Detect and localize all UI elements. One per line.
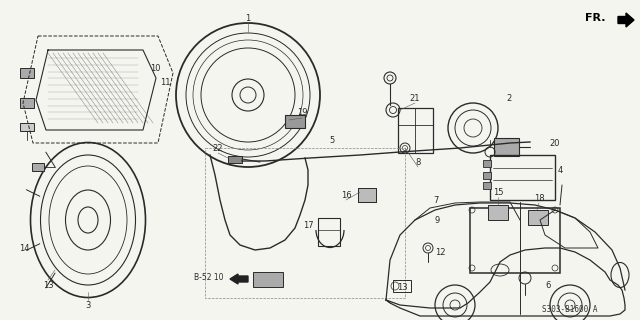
Text: 16: 16 — [340, 190, 351, 199]
FancyArrow shape — [618, 13, 634, 27]
Bar — [528, 210, 548, 225]
Bar — [20, 123, 34, 131]
Bar — [358, 188, 376, 202]
Text: 18: 18 — [534, 194, 544, 203]
FancyArrow shape — [230, 274, 248, 284]
Bar — [20, 68, 34, 78]
Text: 4: 4 — [557, 165, 563, 174]
Text: 15: 15 — [493, 188, 503, 196]
Text: 19: 19 — [297, 108, 307, 116]
Bar — [228, 156, 242, 163]
Bar — [398, 108, 433, 153]
Text: 22: 22 — [212, 143, 223, 153]
Text: 13: 13 — [397, 284, 407, 292]
Text: 7: 7 — [433, 196, 438, 204]
Bar — [494, 138, 519, 156]
Text: 5: 5 — [330, 135, 335, 145]
Text: 10: 10 — [150, 63, 160, 73]
Bar — [470, 208, 560, 273]
Text: 2: 2 — [506, 93, 511, 102]
Bar — [483, 182, 491, 189]
Bar — [318, 218, 340, 246]
Text: 8: 8 — [415, 157, 420, 166]
Text: 1: 1 — [245, 13, 251, 22]
Text: B-52 10: B-52 10 — [195, 274, 224, 283]
Text: 11: 11 — [160, 77, 170, 86]
Text: S303-B1600 A: S303-B1600 A — [542, 305, 598, 314]
Text: 3: 3 — [85, 300, 91, 309]
Bar — [358, 188, 376, 202]
Bar — [253, 272, 283, 287]
Bar — [205, 148, 405, 298]
Text: 20: 20 — [550, 139, 560, 148]
Text: 9: 9 — [435, 215, 440, 225]
Bar — [488, 205, 508, 220]
Text: 13: 13 — [43, 281, 53, 290]
Text: 6: 6 — [545, 282, 550, 291]
Text: 17: 17 — [303, 220, 314, 229]
Text: 21: 21 — [410, 93, 420, 102]
Text: FR.: FR. — [585, 13, 605, 23]
Text: 14: 14 — [19, 244, 29, 252]
Bar — [32, 163, 44, 171]
Bar — [483, 172, 491, 179]
Bar — [483, 160, 491, 167]
Bar — [393, 280, 411, 292]
Bar — [285, 115, 305, 128]
Bar — [20, 98, 34, 108]
Bar — [490, 155, 555, 200]
Text: 12: 12 — [435, 247, 445, 257]
